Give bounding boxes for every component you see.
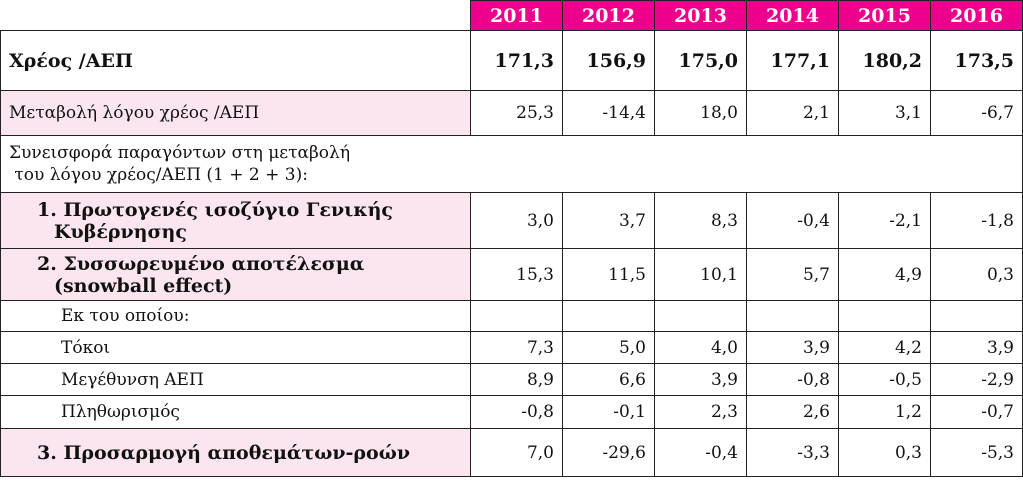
table-row: Τόκοι 7,3 5,0 4,0 3,9 4,2 3,9 bbox=[0, 331, 1023, 364]
cell-value: 4,2 bbox=[838, 331, 931, 364]
cell-value: -5,3 bbox=[930, 428, 1023, 477]
cell-value: 3,1 bbox=[838, 90, 931, 136]
cell-value: 10,1 bbox=[654, 248, 747, 301]
cell-value: 15,3 bbox=[470, 248, 563, 301]
cell-value: 8,3 bbox=[654, 192, 747, 249]
table-row: Συνεισφορά παραγόντων στη μεταβολή του λ… bbox=[0, 135, 1023, 193]
cell-value: 1,2 bbox=[838, 395, 931, 429]
row-label: 2. Συσσωρευμένο αποτέλεσμα (snowball eff… bbox=[0, 248, 471, 301]
empty-cell bbox=[838, 300, 931, 332]
header-row: 2011 2012 2013 2014 2015 2016 bbox=[0, 0, 1023, 31]
row-label-line: Κυβέρνησης bbox=[54, 220, 187, 243]
contribution-note: Συνεισφορά παραγόντων στη μεταβολή του λ… bbox=[0, 135, 1023, 193]
cell-value: 180,2 bbox=[838, 30, 931, 91]
cell-value: -1,8 bbox=[930, 192, 1023, 249]
year-header: 2012 bbox=[562, 0, 655, 31]
row-label: Πληθωρισμός bbox=[0, 395, 471, 429]
row-label: 1. Πρωτογενές ισοζύγιο Γενικής Κυβέρνηση… bbox=[0, 192, 471, 249]
table-row: 2. Συσσωρευμένο αποτέλεσμα (snowball eff… bbox=[0, 248, 1023, 301]
cell-value: -2,1 bbox=[838, 192, 931, 249]
cell-value: 2,6 bbox=[746, 395, 839, 429]
cell-value: 4,9 bbox=[838, 248, 931, 301]
cell-value: -0,7 bbox=[930, 395, 1023, 429]
year-header: 2015 bbox=[838, 0, 931, 31]
cell-value: 0,3 bbox=[838, 428, 931, 477]
cell-value: -2,9 bbox=[930, 363, 1023, 396]
year-header: 2013 bbox=[654, 0, 747, 31]
empty-cell bbox=[654, 300, 747, 332]
row-label: Μεταβολή λόγου χρέος /ΑΕΠ bbox=[0, 90, 471, 136]
cell-value: 3,9 bbox=[930, 331, 1023, 364]
cell-value: 156,9 bbox=[562, 30, 655, 91]
row-label: Χρέος /ΑΕΠ bbox=[0, 30, 471, 91]
cell-value: -0,8 bbox=[746, 363, 839, 396]
cell-value: -14,4 bbox=[562, 90, 655, 136]
cell-value: 3,9 bbox=[746, 331, 839, 364]
cell-value: 3,7 bbox=[562, 192, 655, 249]
cell-value: 3,9 bbox=[654, 363, 747, 396]
empty-cell bbox=[470, 300, 563, 332]
empty-cell bbox=[562, 300, 655, 332]
cell-value: -0,4 bbox=[654, 428, 747, 477]
table-row: Πληθωρισμός -0,8 -0,1 2,3 2,6 1,2 -0,7 bbox=[0, 395, 1023, 429]
table-row: Εκ του οποίου: bbox=[0, 300, 1023, 332]
cell-value: -0,8 bbox=[470, 395, 563, 429]
table-row: Μεγέθυνση ΑΕΠ 8,9 6,6 3,9 -0,8 -0,5 -2,9 bbox=[0, 363, 1023, 396]
cell-value: -3,3 bbox=[746, 428, 839, 477]
cell-value: 2,1 bbox=[746, 90, 839, 136]
table-row: Μεταβολή λόγου χρέος /ΑΕΠ 25,3 -14,4 18,… bbox=[0, 90, 1023, 136]
row-label-line: 2. Συσσωρευμένο αποτέλεσμα bbox=[37, 252, 365, 275]
row-label: 3. Προσαρμογή αποθεμάτων-ροών bbox=[0, 428, 471, 477]
cell-value: 11,5 bbox=[562, 248, 655, 301]
cell-value: -6,7 bbox=[930, 90, 1023, 136]
cell-value: 173,5 bbox=[930, 30, 1023, 91]
year-header: 2014 bbox=[746, 0, 839, 31]
year-header: 2011 bbox=[470, 0, 563, 31]
cell-value: 177,1 bbox=[746, 30, 839, 91]
note-line: Συνεισφορά παραγόντων στη μεταβολή bbox=[9, 143, 351, 163]
empty-cell bbox=[930, 300, 1023, 332]
row-label-line: 1. Πρωτογενές ισοζύγιο Γενικής bbox=[37, 198, 393, 221]
note-line: του λόγου χρέος/ΑΕΠ (1 + 2 + 3): bbox=[9, 165, 308, 185]
row-label: Εκ του οποίου: bbox=[0, 300, 471, 332]
cell-value: 0,3 bbox=[930, 248, 1023, 301]
cell-value: -29,6 bbox=[562, 428, 655, 477]
row-label: Τόκοι bbox=[0, 331, 471, 364]
cell-value: 4,0 bbox=[654, 331, 747, 364]
cell-value: 7,0 bbox=[470, 428, 563, 477]
year-header: 2016 bbox=[930, 0, 1023, 31]
cell-value: -0,4 bbox=[746, 192, 839, 249]
cell-value: 5,0 bbox=[562, 331, 655, 364]
cell-value: 171,3 bbox=[470, 30, 563, 91]
cell-value: -0,1 bbox=[562, 395, 655, 429]
empty-cell bbox=[746, 300, 839, 332]
cell-value: 6,6 bbox=[562, 363, 655, 396]
cell-value: 175,0 bbox=[654, 30, 747, 91]
cell-value: 7,3 bbox=[470, 331, 563, 364]
row-label-line: (snowball effect) bbox=[54, 274, 233, 297]
table-row: 3. Προσαρμογή αποθεμάτων-ροών 7,0 -29,6 … bbox=[0, 428, 1023, 477]
row-label: Μεγέθυνση ΑΕΠ bbox=[0, 363, 471, 396]
table-row: Χρέος /ΑΕΠ 171,3 156,9 175,0 177,1 180,2… bbox=[0, 30, 1023, 91]
table-row: 1. Πρωτογενές ισοζύγιο Γενικής Κυβέρνηση… bbox=[0, 192, 1023, 249]
cell-value: 18,0 bbox=[654, 90, 747, 136]
header-corner bbox=[0, 0, 471, 31]
cell-value: 3,0 bbox=[470, 192, 563, 249]
cell-value: 25,3 bbox=[470, 90, 563, 136]
cell-value: 5,7 bbox=[746, 248, 839, 301]
cell-value: 8,9 bbox=[470, 363, 563, 396]
cell-value: -0,5 bbox=[838, 363, 931, 396]
cell-value: 2,3 bbox=[654, 395, 747, 429]
